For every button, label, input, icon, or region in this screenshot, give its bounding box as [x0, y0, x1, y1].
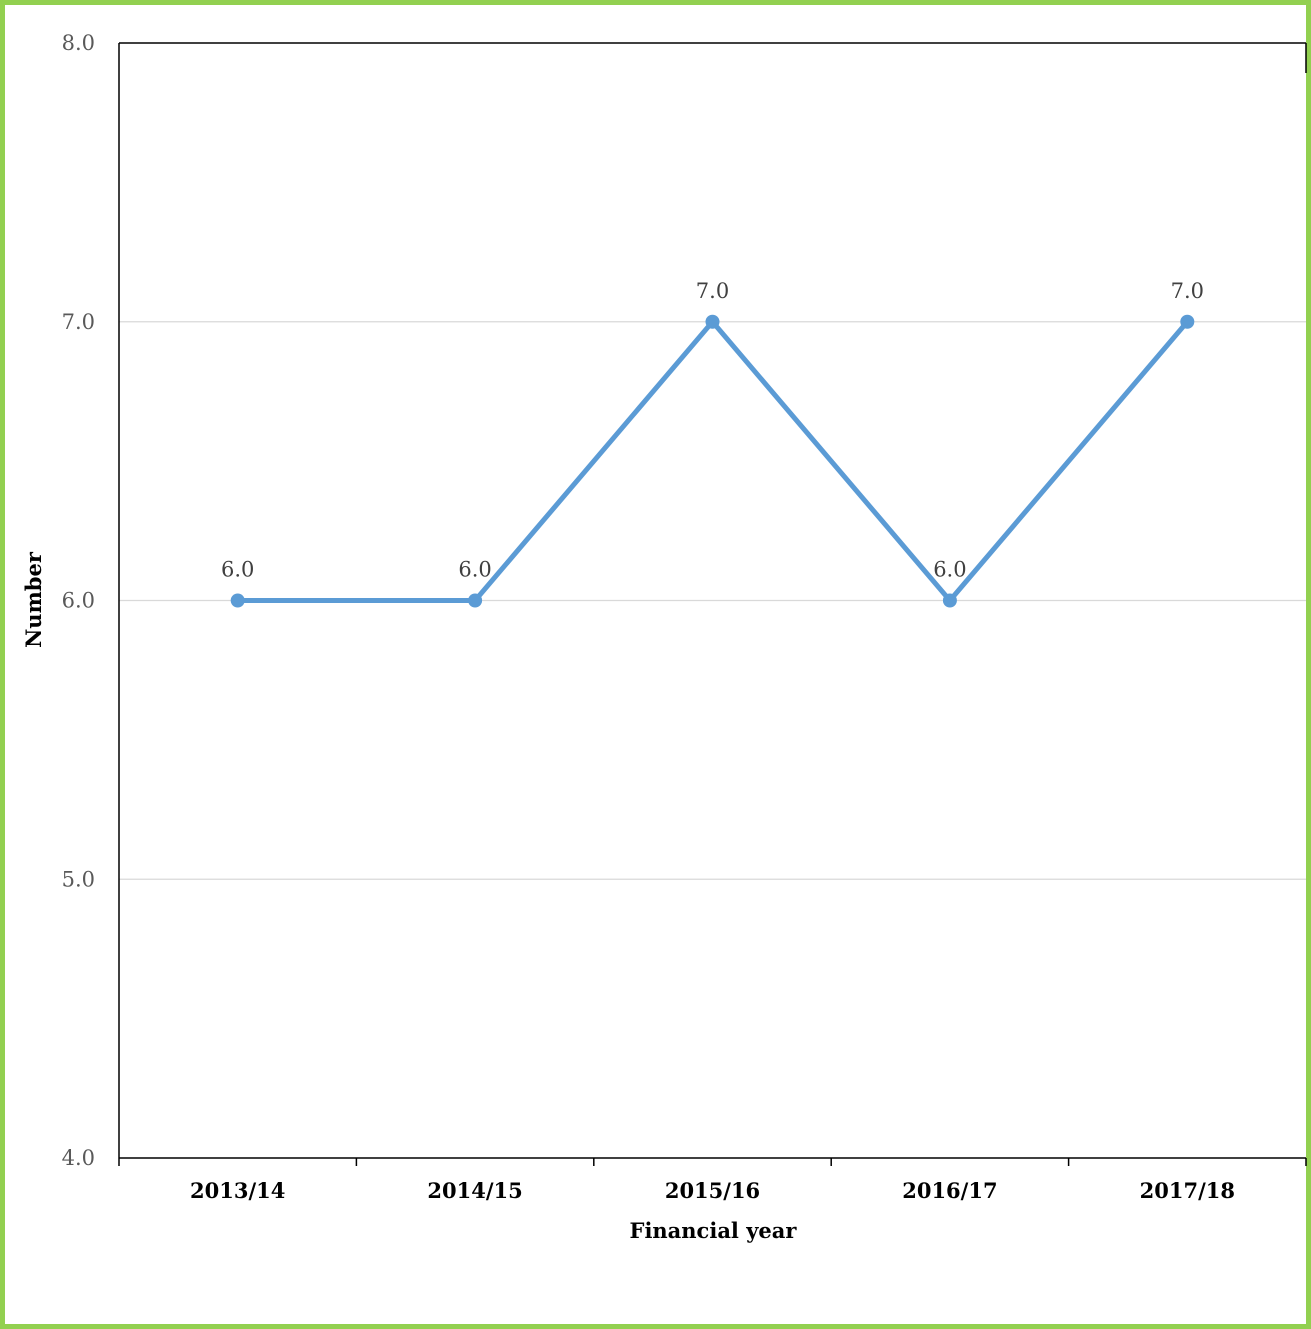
- data-label: 7.0: [1171, 279, 1204, 303]
- x-tick-label: 2014/15: [427, 1178, 522, 1203]
- series-line: [235, 319, 1190, 603]
- data-label: 6.0: [458, 558, 491, 582]
- y-tick-label: 7.0: [62, 310, 95, 334]
- axes: [118, 43, 1307, 1166]
- y-tick-label: 4.0: [62, 1146, 95, 1170]
- gridlines: [119, 42, 1306, 880]
- x-tick-label: 2015/16: [665, 1178, 760, 1203]
- data-point: [1180, 314, 1195, 329]
- y-tick-labels: 4.0 5.0 6.0 7.0 8.0: [62, 31, 95, 1170]
- data-point: [230, 593, 245, 608]
- x-tick-labels: 2013/14 2014/15 2015/16 2016/17 2017/18: [190, 1178, 1235, 1203]
- data-label: 6.0: [221, 558, 254, 582]
- y-tick-label: 6.0: [62, 589, 95, 613]
- y-tick-label: 8.0: [62, 31, 95, 55]
- data-label: 6.0: [933, 558, 966, 582]
- y-axis-title: Number: [21, 551, 46, 648]
- x-tick-label: 2013/14: [190, 1178, 285, 1203]
- data-point: [468, 593, 483, 608]
- x-axis-title: Financial year: [630, 1218, 798, 1243]
- x-tick-label: 2016/17: [902, 1178, 997, 1203]
- x-tick-label: 2017/18: [1140, 1178, 1235, 1203]
- data-label: 7.0: [696, 279, 729, 303]
- data-point: [942, 593, 957, 608]
- data-labels: 6.0 6.0 7.0 6.0 7.0: [221, 279, 1204, 582]
- series-group: [230, 314, 1195, 608]
- data-point: [705, 314, 720, 329]
- y-tick-label: 5.0: [62, 867, 95, 891]
